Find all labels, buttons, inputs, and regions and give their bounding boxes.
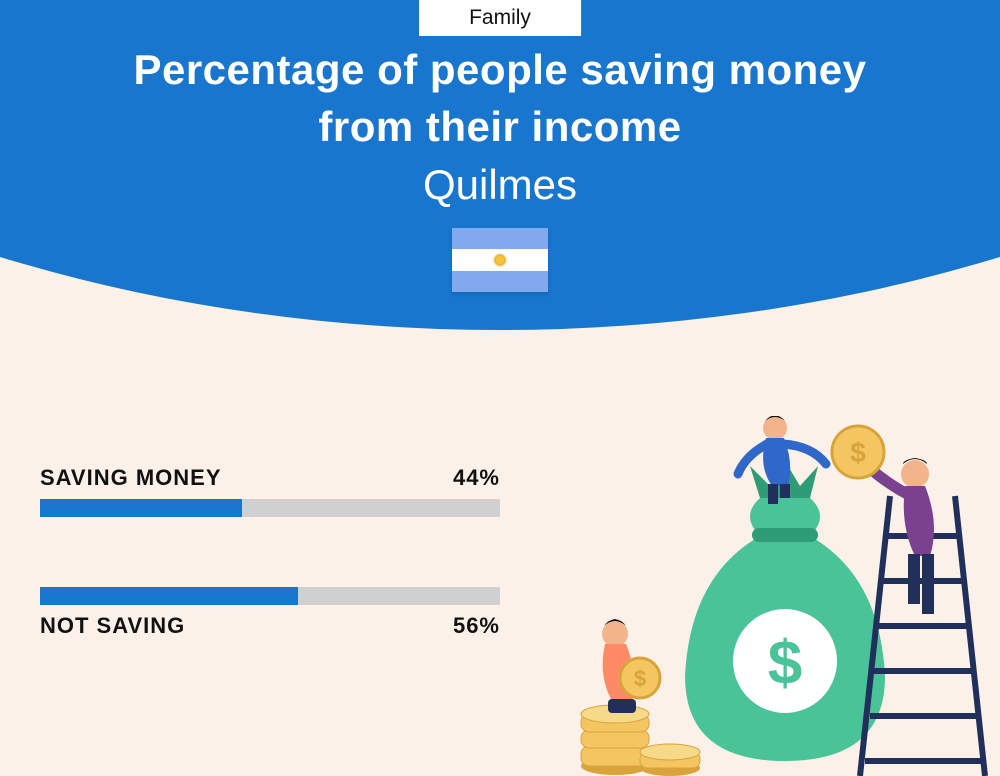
flag-sun-icon: [493, 252, 508, 267]
bar-fill: [40, 499, 242, 517]
bar-labels: SAVING MONEY 44%: [40, 465, 500, 491]
title-block: Percentage of people saving money from t…: [0, 42, 1000, 209]
bar-fill: [40, 587, 298, 605]
bar-label: SAVING MONEY: [40, 465, 222, 491]
bar-saving-money: SAVING MONEY 44%: [40, 465, 500, 517]
category-label: Family: [469, 6, 531, 29]
bar-not-saving: NOT SAVING 56%: [40, 587, 500, 639]
bar-value: 44%: [453, 465, 500, 491]
flag-stripe-bottom: [452, 271, 548, 292]
flag-stripe-top: [452, 228, 548, 249]
coin-stack-icon: [581, 705, 700, 776]
bar-label: NOT SAVING: [40, 613, 185, 639]
dollar-sign-icon: $: [768, 629, 802, 698]
argentina-flag-icon: [452, 228, 548, 292]
bar-track: [40, 499, 500, 517]
savings-illustration-icon: $ $ $: [560, 416, 990, 776]
svg-text:$: $: [634, 666, 646, 691]
bars-area: SAVING MONEY 44% NOT SAVING 56%: [40, 465, 500, 709]
location-subtitle: Quilmes: [0, 161, 1000, 209]
category-chip: Family: [419, 0, 581, 36]
page-title: Percentage of people saving money from t…: [0, 42, 1000, 155]
person-sitting-icon: $: [602, 619, 660, 713]
person-top-icon: [738, 416, 826, 504]
money-bag-icon: $: [685, 461, 885, 761]
flag-stripe-mid: [452, 249, 548, 270]
bar-track: [40, 587, 500, 605]
bar-value: 56%: [453, 613, 500, 639]
bar-labels: NOT SAVING 56%: [40, 613, 500, 639]
svg-text:$: $: [850, 437, 866, 468]
